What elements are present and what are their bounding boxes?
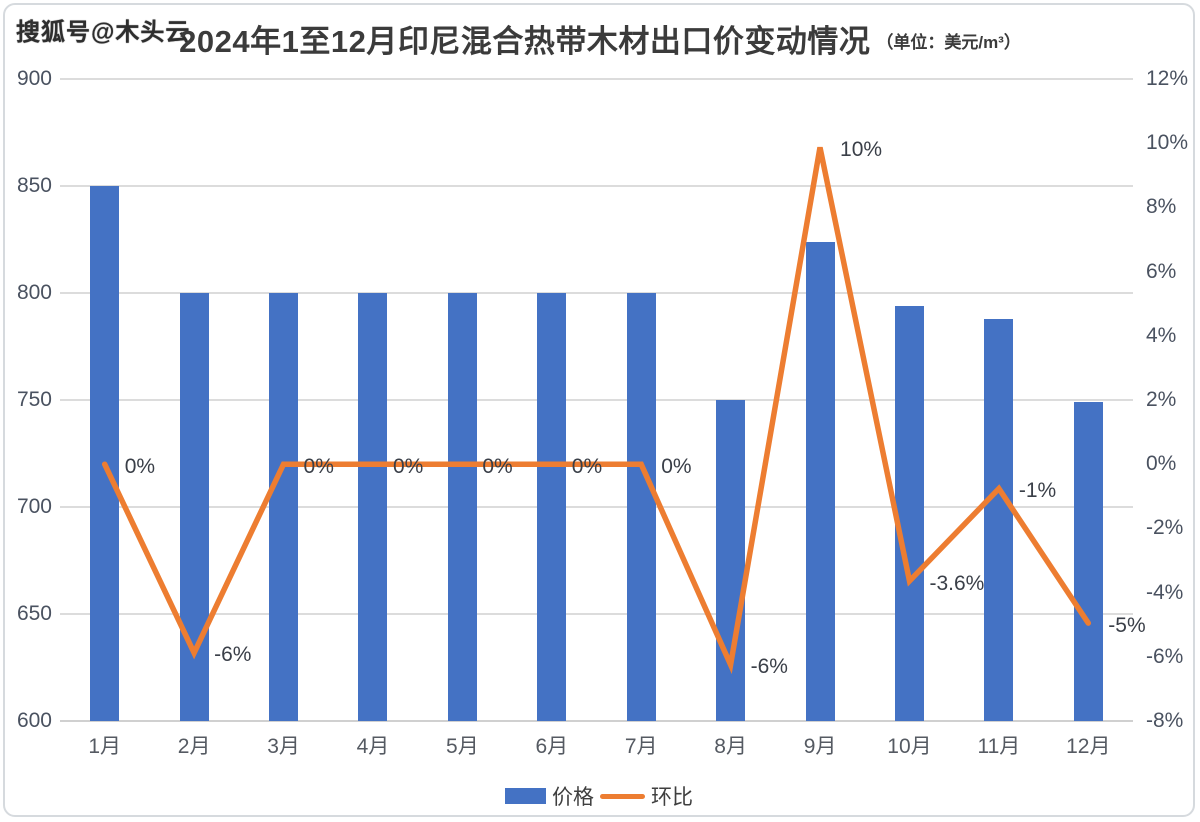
legend-line-label: 环比 bbox=[651, 786, 693, 809]
bar-5月 bbox=[447, 293, 477, 721]
right-axis-tick-8%: 8% bbox=[1146, 195, 1177, 219]
x-axis-tick-8月: 8月 bbox=[714, 735, 747, 758]
bar-1月 bbox=[90, 186, 120, 721]
gridline-700 bbox=[60, 506, 1133, 508]
x-axis-tick-9月: 9月 bbox=[803, 735, 837, 758]
right-axis-tick-6%: 6% bbox=[1146, 259, 1177, 283]
bar-10月 bbox=[894, 305, 924, 721]
data-label-2月: -6% bbox=[214, 643, 252, 667]
bar-6月 bbox=[537, 293, 567, 721]
data-label-3月: 0% bbox=[303, 454, 334, 478]
bar-12月 bbox=[1073, 402, 1103, 721]
left-axis-tick-650: 650 bbox=[16, 602, 52, 625]
data-label-6月: 0% bbox=[571, 454, 603, 478]
right-axis-tick-4%: 4% bbox=[1146, 323, 1177, 347]
chart-unit-label: （单位：美元/m³） bbox=[876, 33, 1021, 52]
left-axis-tick-600: 600 bbox=[16, 709, 52, 732]
x-axis-tick-12月: 12月 bbox=[1066, 735, 1111, 758]
right-axis-tick-12%: 12% bbox=[1146, 67, 1189, 90]
gridline-800 bbox=[60, 292, 1133, 294]
data-label-10月: -3.6% bbox=[929, 571, 985, 595]
gridline-650 bbox=[60, 613, 1133, 615]
right-axis-tick--6%: -6% bbox=[1146, 644, 1184, 668]
left-axis-tick-750: 750 bbox=[16, 388, 52, 411]
data-label-7月: 0% bbox=[661, 454, 692, 478]
data-label-11月: -1% bbox=[1018, 479, 1057, 503]
x-axis-tick-11月: 11月 bbox=[977, 735, 1021, 758]
left-axis-tick-700: 700 bbox=[16, 495, 52, 518]
gridline-900 bbox=[60, 78, 1133, 80]
x-axis-tick-4月: 4月 bbox=[356, 735, 390, 758]
x-axis-tick-2月: 2月 bbox=[177, 735, 211, 758]
x-axis-tick-10月: 10月 bbox=[887, 735, 932, 758]
legend-bar-label: 价格 bbox=[552, 786, 594, 809]
right-axis-tick-2%: 2% bbox=[1146, 388, 1177, 411]
gridline-750 bbox=[60, 399, 1133, 401]
gridline-600 bbox=[60, 720, 1133, 722]
bar-8月 bbox=[716, 400, 746, 721]
right-axis-tick-10%: 10% bbox=[1146, 131, 1189, 155]
left-axis-tick-850: 850 bbox=[16, 174, 52, 197]
x-axis-tick-5月: 5月 bbox=[446, 735, 479, 758]
right-axis-tick-0%: 0% bbox=[1146, 452, 1177, 476]
left-axis-tick-800: 800 bbox=[16, 281, 52, 304]
x-axis-tick-3月: 3月 bbox=[267, 735, 300, 758]
x-axis-tick-7月: 7月 bbox=[624, 735, 658, 758]
watermark-text: 搜狐号@木头云 bbox=[16, 19, 191, 46]
right-axis-tick--8%: -8% bbox=[1146, 709, 1184, 732]
x-axis-tick-1月: 1月 bbox=[88, 735, 122, 758]
legend-bar-swatch-icon bbox=[505, 788, 546, 804]
bar-7月 bbox=[626, 293, 656, 721]
legend: 价格 环比 bbox=[0, 781, 1200, 811]
data-label-12月: -5% bbox=[1108, 613, 1146, 637]
left-axis-tick-900: 900 bbox=[16, 67, 52, 90]
chart-header: 2024年1至12月印尼混合热带木材出口价变动情况 （单位：美元/m³） bbox=[0, 16, 1200, 61]
data-label-4月: 0% bbox=[392, 454, 424, 478]
chart-title: 2024年1至12月印尼混合热带木材出口价变动情况 bbox=[179, 24, 871, 59]
bar-2月 bbox=[179, 293, 209, 721]
right-axis-tick--2%: -2% bbox=[1146, 516, 1184, 540]
x-axis-tick-6月: 6月 bbox=[535, 735, 569, 758]
gridline-850 bbox=[60, 185, 1133, 187]
bar-4月 bbox=[358, 293, 388, 721]
legend-line-swatch-icon bbox=[600, 793, 645, 799]
data-label-1月: 0% bbox=[124, 454, 156, 478]
bar-3月 bbox=[269, 293, 299, 721]
bar-11月 bbox=[984, 318, 1014, 721]
data-label-5月: 0% bbox=[482, 454, 513, 478]
right-axis-tick--4%: -4% bbox=[1146, 580, 1184, 604]
data-label-9月: 10% bbox=[840, 137, 883, 161]
data-label-8月: -6% bbox=[750, 655, 788, 679]
bar-9月 bbox=[805, 241, 835, 721]
